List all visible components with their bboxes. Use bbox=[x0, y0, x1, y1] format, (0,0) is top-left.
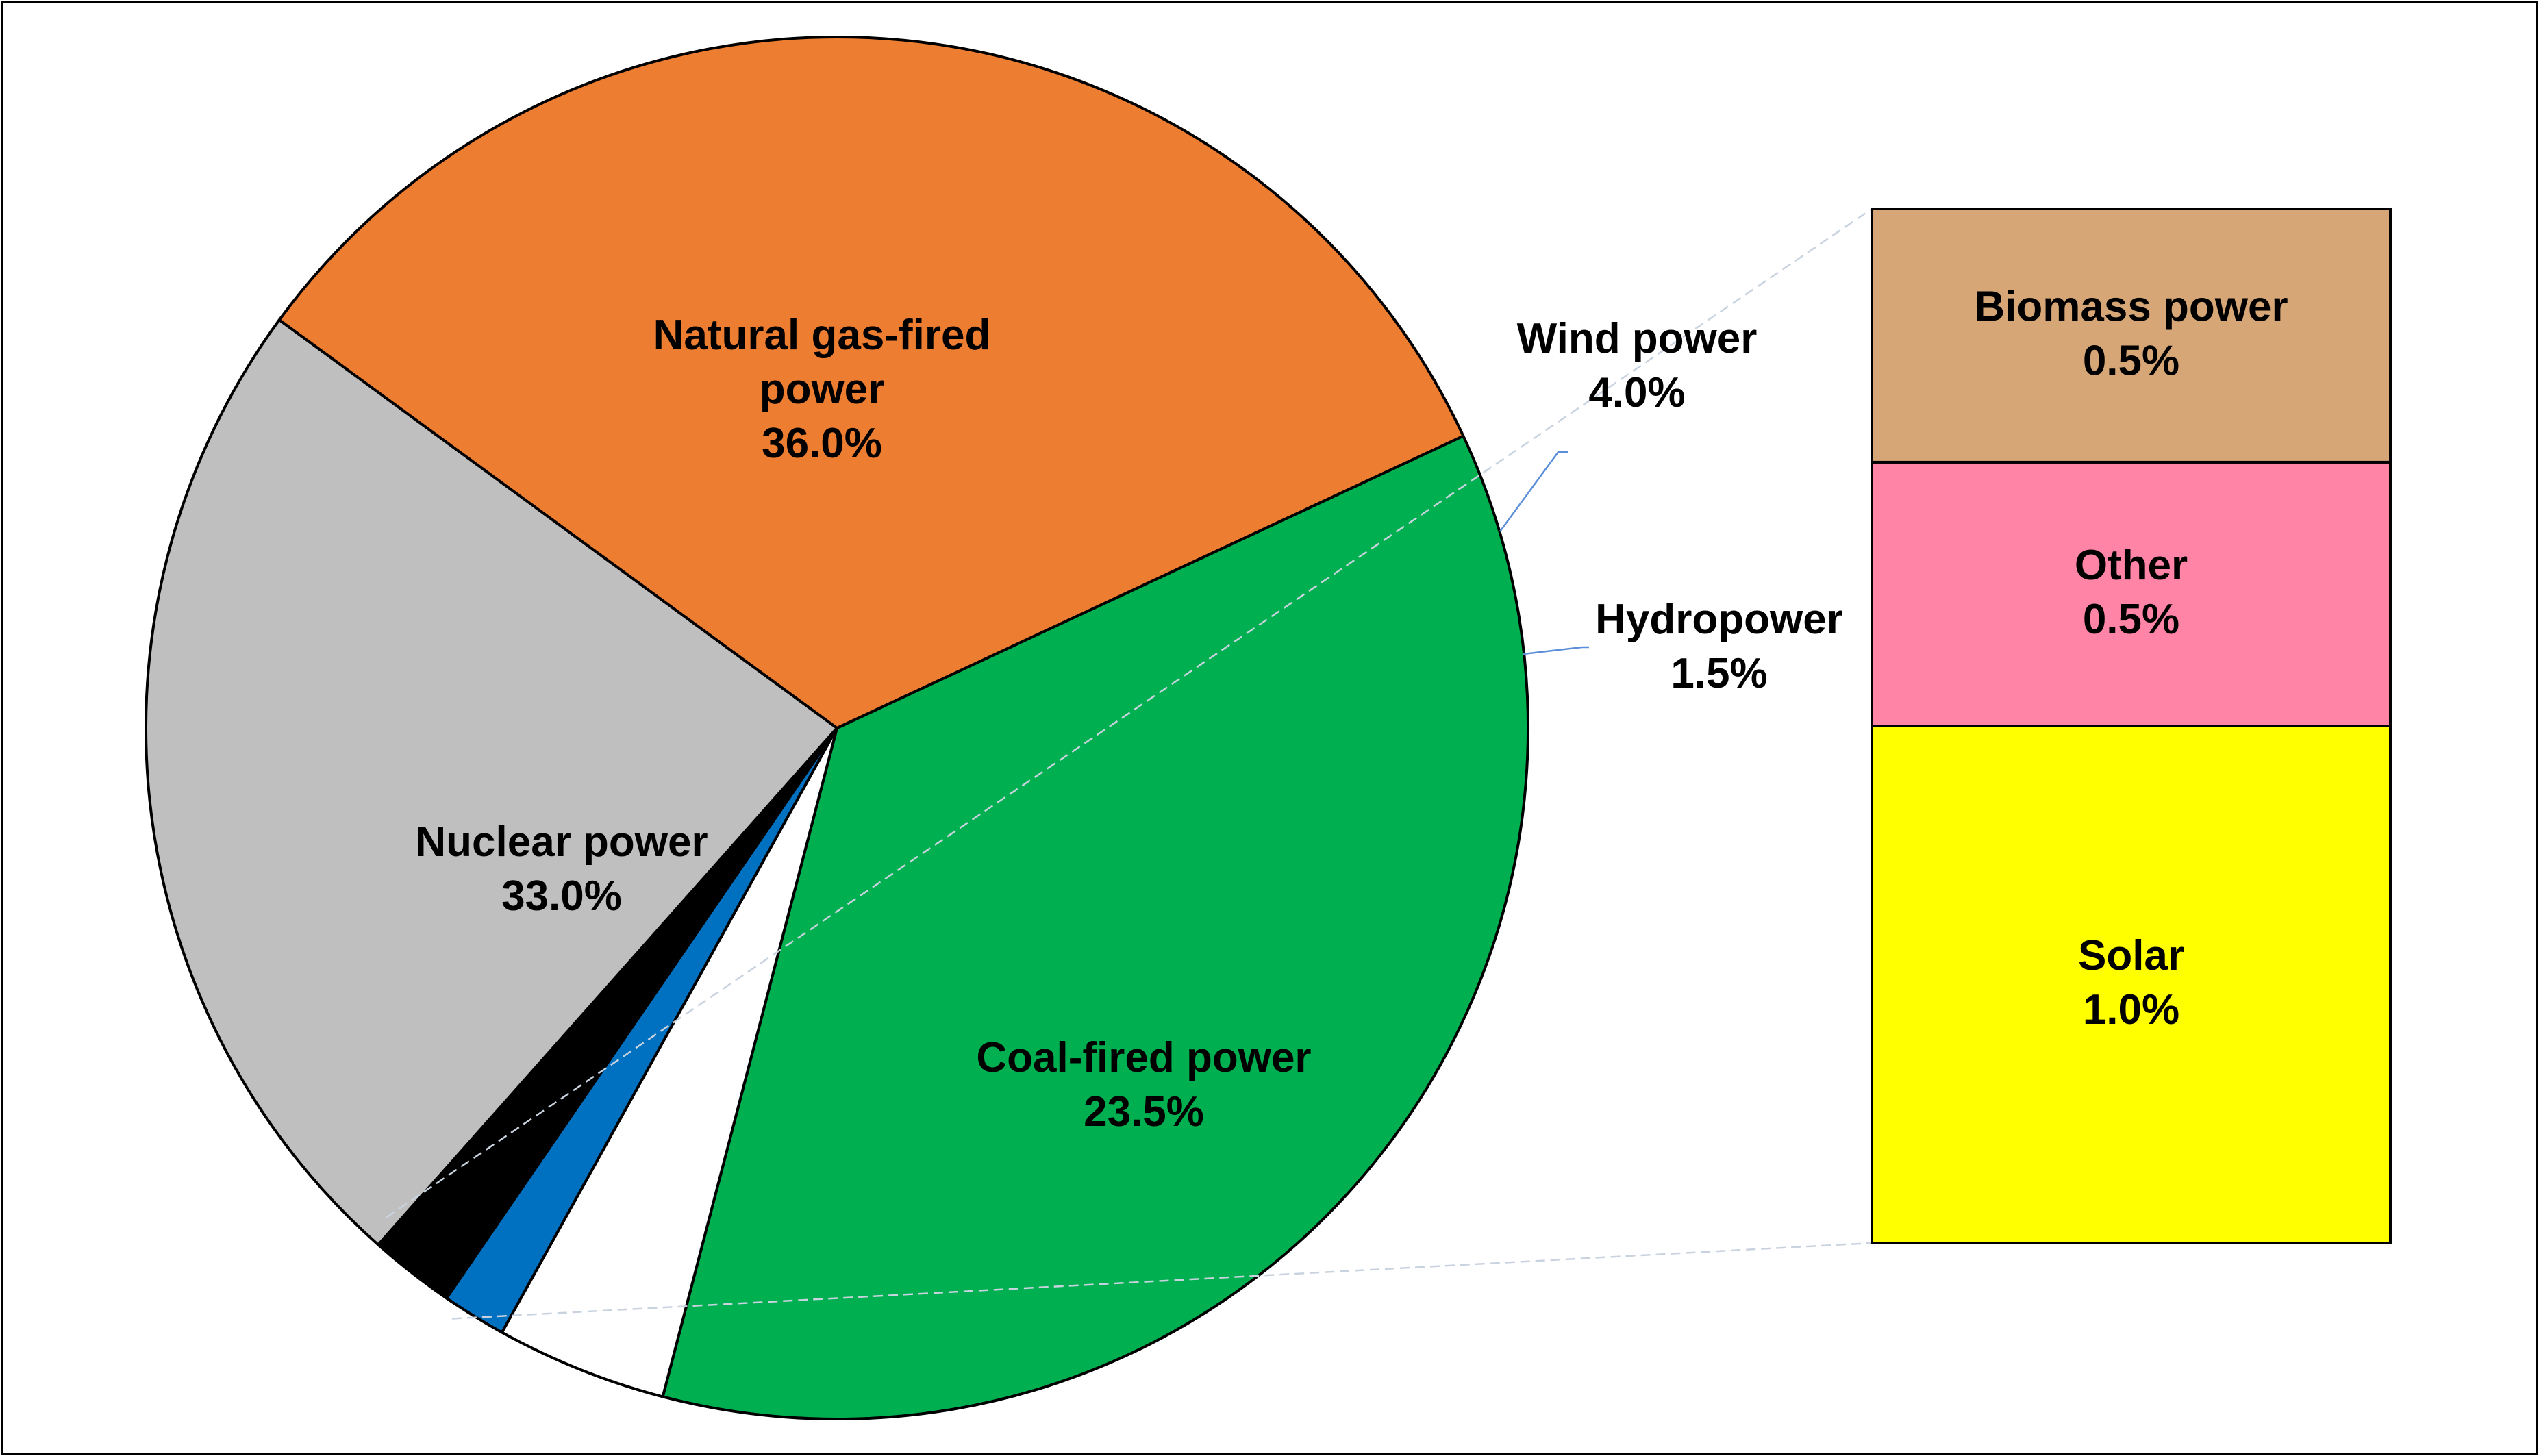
pie-slice-wind-power bbox=[500, 727, 838, 1398]
label-wind-power-value: 4.0% bbox=[1588, 369, 1685, 416]
pie bbox=[145, 36, 1529, 1420]
label-coal-fired-power-name-line-1: Coal-fired power bbox=[976, 1034, 1311, 1081]
pie-slice-coal-fired-power bbox=[145, 318, 838, 1246]
pie-to-bar-connectors bbox=[386, 208, 1873, 1320]
connector-line-top bbox=[386, 208, 1873, 1218]
data-labels: Natural gas-fired power 36.0% Wind power 4.0… bbox=[415, 283, 2288, 1135]
bar-label-solar-name: Solar bbox=[2078, 932, 2184, 979]
breakdown-bar bbox=[1871, 208, 2392, 1244]
label-nuclear-power-name-line-1: Nuclear power bbox=[415, 818, 708, 866]
label-natural-gas-fired-power-name-line-2: power bbox=[760, 366, 885, 413]
leader-line-hydropower bbox=[1523, 646, 1589, 655]
label-hydropower-value: 1.5% bbox=[1671, 650, 1767, 697]
pie-slice-natural-gas-fired-power bbox=[661, 434, 1529, 1420]
bar-label-biomass-power-value: 0.5% bbox=[2083, 337, 2179, 384]
label-wind-power-name-line-1: Wind power bbox=[1517, 315, 1758, 362]
bar-segment-biomass-power bbox=[1871, 208, 2392, 464]
bar-segment-other bbox=[1871, 460, 2392, 727]
connector-line-bottom bbox=[451, 1242, 1873, 1320]
leader-line-wind-power bbox=[1499, 451, 1568, 532]
label-natural-gas-fired-power-value: 36.0% bbox=[762, 420, 882, 467]
label-coal-fired-power-value: 23.5% bbox=[1084, 1088, 1204, 1135]
label-nuclear-power-value: 33.0% bbox=[501, 873, 622, 920]
label-hydropower-name-line-1: Hydropower bbox=[1595, 596, 1843, 643]
bar-label-biomass-power-name: Biomass power bbox=[1974, 283, 2288, 330]
bar-label-other-value: 0.5% bbox=[2083, 596, 2179, 643]
pie-slice-nuclear-power bbox=[277, 36, 1465, 729]
bar-label-solar-value: 1.0% bbox=[2083, 986, 2179, 1033]
label-natural-gas-fired-power-name-line-1: Natural gas-fired bbox=[653, 312, 991, 359]
bar-label-other-name: Other bbox=[2075, 542, 2188, 589]
bar-segment-solar bbox=[1871, 725, 2392, 1244]
